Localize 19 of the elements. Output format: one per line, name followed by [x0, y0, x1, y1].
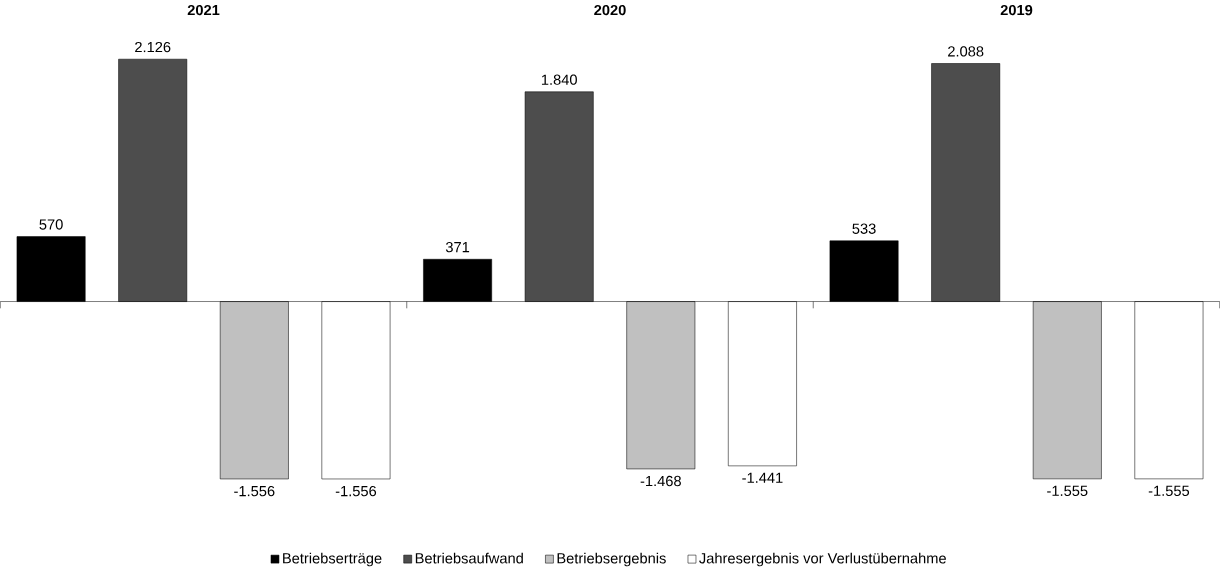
- data-label: 2.126: [135, 41, 171, 53]
- data-label: 2.088: [948, 46, 984, 57]
- x-tick-label: 2019: [1000, 4, 1033, 16]
- data-label: 371: [445, 242, 470, 253]
- data-label: -1.556: [335, 485, 377, 497]
- x-tick-label: 2020: [594, 4, 626, 16]
- data-label: 1.840: [541, 74, 577, 85]
- x-tick-label: 2021: [187, 4, 220, 16]
- legend-label: Betriebserträge: [283, 552, 382, 567]
- data-label: -1.555: [1047, 485, 1088, 497]
- legend-label: Betriebsergebnis: [557, 552, 666, 567]
- data-label: -1.468: [640, 475, 681, 487]
- data-label: 533: [852, 223, 876, 234]
- data-label: 570: [39, 219, 63, 230]
- legend-label: Jahresergebnis vor Verlustübernahme: [699, 552, 946, 567]
- data-label: -1.441: [742, 472, 783, 483]
- data-label: -1.556: [234, 485, 275, 497]
- data-label: -1.555: [1148, 485, 1190, 497]
- legend-label: Betriebsaufwand: [415, 552, 523, 564]
